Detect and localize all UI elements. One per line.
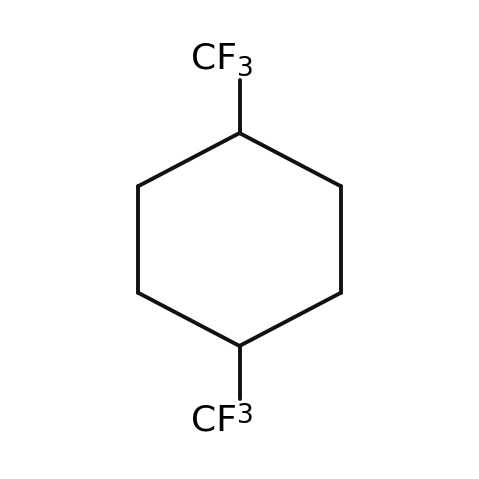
Text: 3: 3	[238, 56, 254, 81]
Text: CF: CF	[192, 42, 238, 76]
Text: 3: 3	[238, 403, 254, 430]
Text: CF: CF	[192, 403, 238, 437]
